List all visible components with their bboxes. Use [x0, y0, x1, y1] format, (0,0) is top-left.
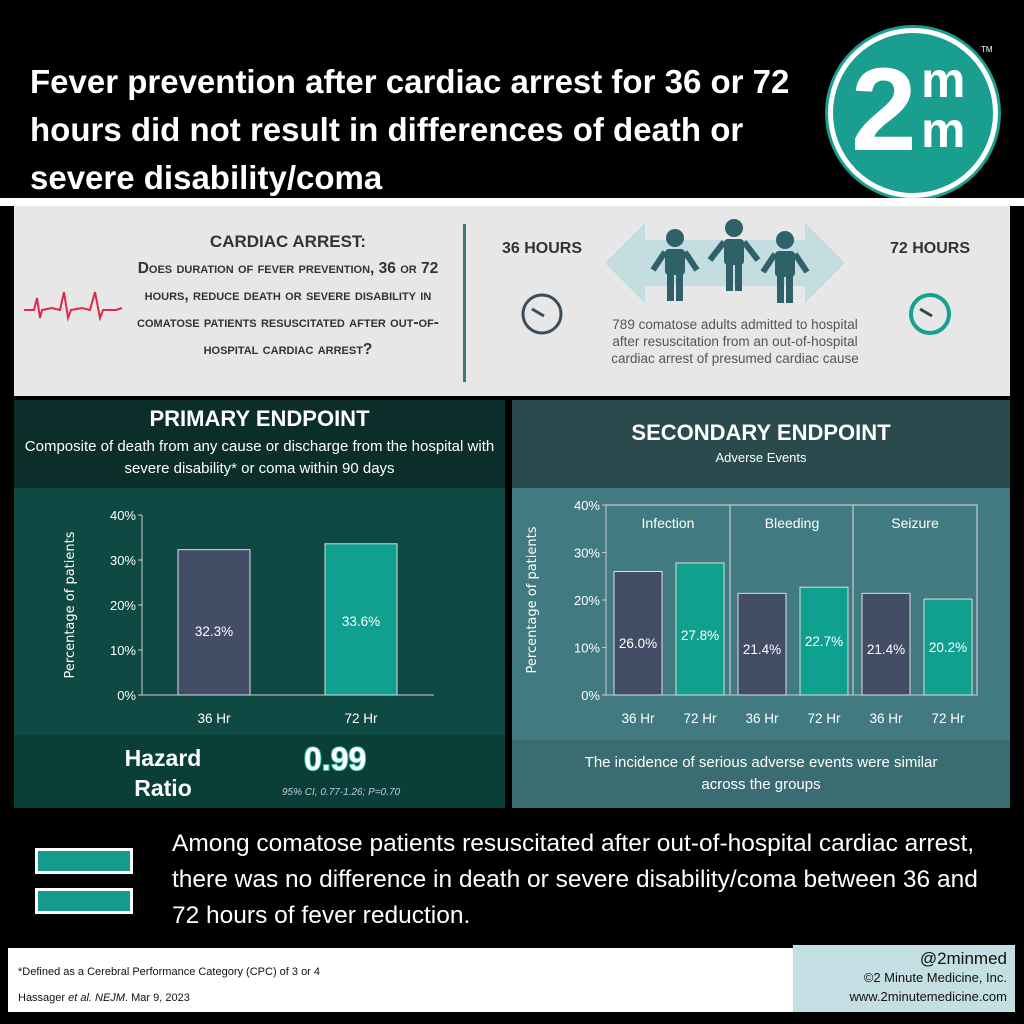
credits: @2minmed ©2 Minute Medicine, Inc. www.2m… — [793, 945, 1015, 1012]
hazard-label: Hazard — [124, 745, 202, 771]
bar — [324, 543, 398, 696]
y-tick-label: 0% — [117, 688, 136, 703]
bar-value-label: 27.8% — [681, 628, 719, 643]
bar — [737, 592, 787, 696]
primary-endpoint-subtitle: Composite of death from any cause or dis… — [24, 438, 495, 477]
hazard-ratio-panel: Hazard Ratio 0.99 95% CI, 0.77-1.26; P=0… — [14, 735, 505, 808]
x-tick-label: 36 Hr — [621, 711, 655, 726]
equals-icon — [35, 848, 133, 874]
secondary-endpoint-title: SECONDARY ENDPOINT — [631, 420, 891, 445]
group-label: Bleeding — [765, 515, 820, 531]
primary-endpoint-header: PRIMARY ENDPOINT Composite of death from… — [14, 400, 505, 488]
bar-value-label: 21.4% — [743, 642, 781, 657]
confidence-interval: 95% CI, 0.77-1.26; P=0.70 — [282, 787, 401, 798]
arm-36-label: 36 HOURS — [502, 240, 583, 257]
research-question: CARDIAC ARREST: Does duration of fever p… — [128, 228, 448, 363]
bar — [613, 571, 663, 696]
secondary-endpoint-chart: Infection Bleeding Seizure 0% 10% 20% 30% 40% Pe… — [525, 498, 978, 726]
bar — [923, 598, 973, 696]
bar-value-label: 22.7% — [805, 634, 843, 649]
divider — [0, 198, 1024, 206]
clock-icon — [521, 293, 563, 335]
bar-value-label: 26.0% — [619, 636, 657, 651]
divider — [463, 224, 466, 382]
hazard-ratio-value: 0.99 — [303, 740, 367, 778]
question-heading: CARDIAC ARREST: — [209, 232, 367, 251]
ecg-heartbeat-icon — [24, 291, 123, 322]
x-tick-label: 72 Hr — [931, 711, 965, 726]
x-tick-label: 72 Hr — [344, 711, 378, 726]
page-title: Fever prevention after cardiac arrest fo… — [30, 63, 790, 196]
adverse-events-note: The incidence of serious adverse events … — [512, 740, 1010, 808]
y-tick-label: 30% — [110, 553, 136, 568]
y-tick-label: 20% — [574, 593, 600, 608]
patients-arrow-icon — [605, 219, 845, 303]
primary-chart-area — [14, 488, 505, 735]
twitter-handle[interactable]: @2minmed — [919, 949, 1007, 968]
secondary-endpoint-header: SECONDARY ENDPOINT Adverse Events — [512, 400, 1010, 488]
y-tick-label: 0% — [581, 688, 600, 703]
2minutemedicine-logo: 2 m m TM — [828, 28, 998, 198]
study-design-panel — [14, 206, 1010, 396]
copyright: ©2 Minute Medicine, Inc. — [863, 970, 1007, 985]
y-tick-label: 10% — [574, 641, 600, 656]
x-tick-label: 72 Hr — [683, 711, 717, 726]
question-text: Does duration of fever prevention, 36 or… — [137, 260, 439, 358]
bar-value-label: 33.6% — [342, 614, 380, 629]
secondary-endpoint-subtitle: Adverse Events — [715, 450, 807, 465]
y-tick-label: 40% — [110, 508, 136, 523]
population-description: 789 comatose adults admitted to hospital… — [611, 317, 859, 366]
x-tick-label: 72 Hr — [807, 711, 841, 726]
y-axis-label: Percentage of patients — [525, 526, 540, 673]
bar — [177, 549, 251, 696]
bar-value-label: 20.2% — [929, 640, 967, 655]
y-tick-label: 30% — [574, 546, 600, 561]
x-tick-label: 36 Hr — [197, 711, 231, 726]
x-tick-label: 36 Hr — [745, 711, 779, 726]
bar — [861, 592, 911, 696]
clock-icon — [909, 293, 951, 335]
bar — [799, 586, 849, 696]
equals-icon — [35, 888, 133, 914]
bar — [675, 562, 725, 696]
citation: Hassager et al. NEJM. Mar 9, 2023 — [18, 992, 190, 1004]
arm-72-label: 72 HOURS — [890, 240, 971, 257]
bar-value-label: 32.3% — [195, 624, 233, 639]
group-label: Seizure — [891, 515, 939, 531]
y-axis-label: Percentage of patients — [63, 531, 78, 678]
footer: *Defined as a Cerebral Performance Categ… — [8, 948, 798, 1012]
hazard-label: Ratio — [134, 775, 192, 801]
primary-endpoint-title: PRIMARY ENDPOINT — [149, 406, 370, 431]
y-tick-label: 20% — [110, 598, 136, 613]
y-tick-label: 40% — [574, 498, 600, 513]
x-tick-label: 36 Hr — [869, 711, 903, 726]
conclusion: Among comatose patients resuscitated aft… — [172, 830, 978, 929]
website-link[interactable]: www.2minutemedicine.com — [849, 989, 1007, 1004]
bar-value-label: 21.4% — [867, 642, 905, 657]
y-tick-label: 10% — [110, 643, 136, 658]
group-label: Infection — [642, 515, 695, 531]
definition-footnote: *Defined as a Cerebral Performance Categ… — [18, 966, 321, 978]
primary-endpoint-chart: 0% 10% 20% 30% 40% Percentage of patients 32.3… — [63, 508, 434, 726]
